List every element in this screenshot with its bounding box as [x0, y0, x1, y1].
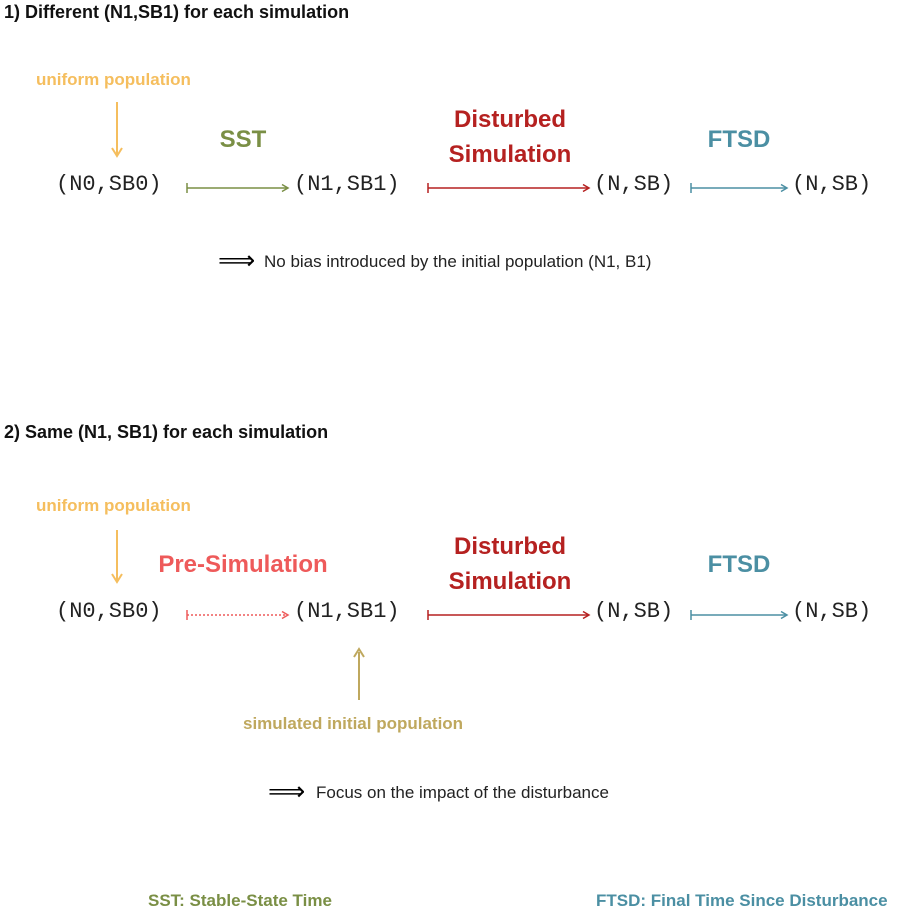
- s2-disturbed-arrow: [427, 610, 591, 620]
- s2-uniform-arrow: [111, 530, 123, 584]
- s2-presim-label: Pre-Simulation: [158, 551, 328, 578]
- s2-uniform-population-label: uniform population: [36, 496, 191, 515]
- s1-disturbed-label: Disturbed Simulation: [430, 102, 590, 172]
- s2-node-n-sb-2: (N,SB): [792, 599, 872, 624]
- s1-conclusion: No bias introduced by the initial popula…: [264, 252, 652, 271]
- s2-ftsd-label: FTSD: [707, 551, 771, 578]
- s2-node-n1-sb1: (N1,SB1): [294, 599, 400, 624]
- s1-disturbed-line1: Disturbed: [453, 106, 566, 133]
- s1-node-n0-sb0: (N0,SB0): [56, 172, 162, 197]
- s2-presim-arrow: [186, 610, 290, 620]
- s1-uniform-population-label: uniform population: [36, 70, 191, 89]
- s1-ftsd-arrow: [690, 183, 789, 193]
- s2-node-n0-sb0: (N0,SB0): [56, 599, 162, 624]
- s1-node-n-sb-2: (N,SB): [792, 172, 872, 197]
- s1-node-n-sb-1: (N,SB): [594, 172, 674, 197]
- s2-simulated-arrow: [353, 647, 365, 700]
- legend-ftsd: FTSD: Final Time Since Disturbance: [596, 891, 888, 910]
- s1-disturbed-arrow: [427, 183, 591, 193]
- legend-sst: SST: Stable-State Time: [148, 891, 332, 910]
- s2-disturbed-line2: Simulation: [448, 568, 572, 595]
- s1-implies-arrow-icon: ⟹: [218, 246, 256, 276]
- s1-sst-label: SST: [219, 126, 267, 153]
- s2-disturbed-label: Disturbed Simulation: [430, 529, 590, 599]
- section2-heading: 2) Same (N1, SB1) for each simulation: [4, 422, 329, 442]
- s2-disturbed-line1: Disturbed: [453, 533, 566, 560]
- s1-sst-arrow: [186, 183, 290, 193]
- s1-uniform-arrow: [111, 102, 123, 158]
- section1-heading: 1) Different (N1,SB1) for each simulatio…: [4, 2, 350, 22]
- s1-node-n1-sb1: (N1,SB1): [294, 172, 400, 197]
- s2-ftsd-arrow: [690, 610, 789, 620]
- s1-ftsd-label: FTSD: [707, 126, 771, 153]
- s2-implies-arrow-icon: ⟹: [268, 777, 306, 807]
- s2-simulated-initial-population-label: simulated initial population: [243, 714, 464, 733]
- s1-disturbed-line2: Simulation: [448, 141, 572, 168]
- s2-conclusion: Focus on the impact of the disturbance: [316, 783, 609, 802]
- s2-node-n-sb-1: (N,SB): [594, 599, 674, 624]
